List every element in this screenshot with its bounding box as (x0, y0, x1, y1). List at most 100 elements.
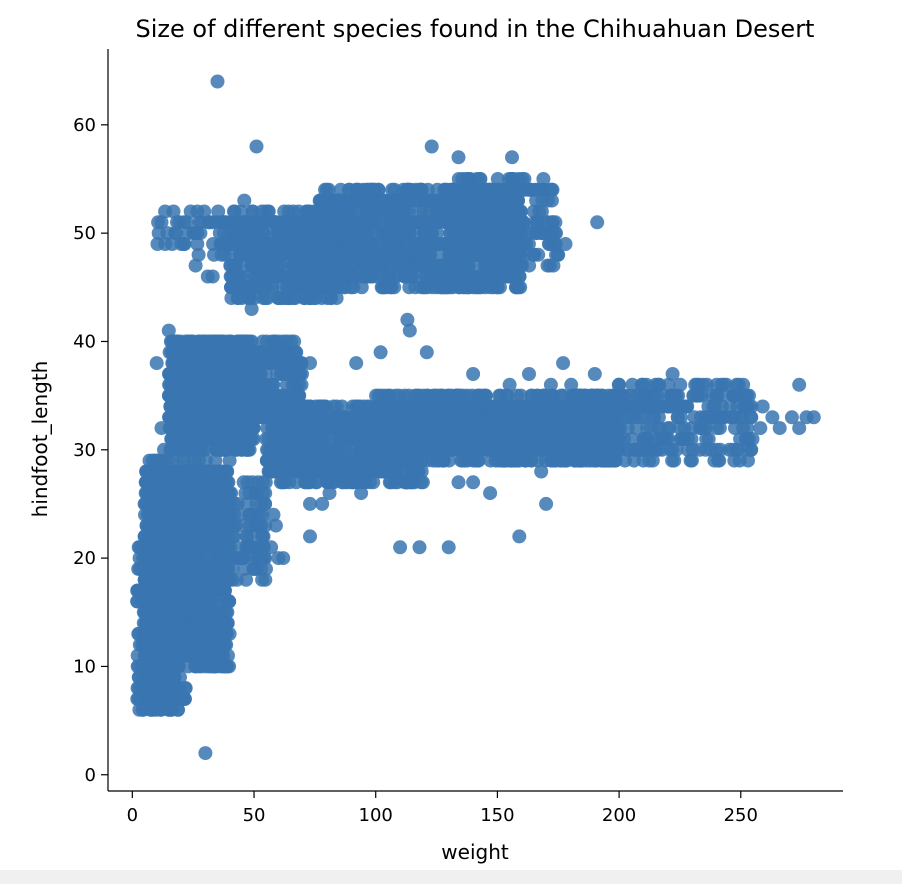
data-point (193, 215, 208, 230)
data-point (464, 247, 479, 262)
data-point (422, 193, 437, 208)
data-point (322, 410, 337, 425)
data-point (332, 193, 347, 208)
data-point (603, 421, 618, 436)
data-point (242, 280, 257, 295)
data-point (667, 453, 682, 468)
data-point (280, 237, 295, 251)
data-point (395, 453, 410, 468)
data-point (214, 237, 229, 251)
data-point (341, 475, 356, 490)
data-point (546, 432, 561, 446)
data-point (390, 226, 405, 241)
data-point (449, 182, 464, 197)
data-point (158, 204, 173, 219)
data-point (308, 291, 323, 306)
data-point (429, 388, 444, 403)
data-point (467, 193, 482, 208)
data-point (521, 442, 536, 457)
data-point (651, 432, 666, 446)
data-point (243, 237, 258, 251)
data-point (685, 442, 700, 457)
data-point (631, 442, 646, 457)
data-point (247, 215, 262, 230)
data-point (193, 345, 208, 360)
data-point (190, 237, 205, 251)
data-point (284, 334, 298, 349)
data-point (281, 204, 296, 219)
points-layer (130, 74, 821, 761)
data-point (349, 182, 363, 197)
data-point (272, 226, 286, 241)
data-point (286, 258, 301, 273)
data-point (225, 280, 239, 295)
data-point (315, 464, 329, 479)
data-point (381, 432, 396, 446)
data-point (408, 421, 422, 436)
data-point (217, 356, 232, 371)
data-point (222, 247, 237, 262)
data-point (355, 215, 370, 230)
data-point (508, 247, 523, 262)
data-point (410, 399, 425, 414)
data-point (263, 377, 278, 392)
data-point (238, 377, 253, 392)
data-point (452, 388, 467, 403)
data-point (210, 432, 225, 446)
data-point (369, 388, 384, 403)
data-point (258, 291, 273, 306)
data-point (346, 226, 361, 241)
data-point (434, 258, 449, 273)
data-point (287, 226, 302, 241)
data-point (231, 269, 246, 284)
data-point (379, 410, 394, 425)
data-point (443, 421, 458, 436)
data-point (376, 226, 391, 241)
data-point (400, 269, 414, 284)
data-point (224, 291, 239, 306)
data-point (206, 334, 221, 349)
data-point (485, 258, 500, 273)
data-point (426, 442, 441, 457)
data-point (504, 453, 519, 468)
data-point (245, 204, 260, 219)
data-point (192, 388, 207, 403)
data-point (308, 280, 323, 295)
data-point (463, 172, 477, 186)
data-point (361, 258, 376, 273)
data-point (315, 258, 330, 273)
data-point (373, 247, 388, 262)
data-point (609, 442, 624, 457)
data-point (212, 226, 227, 241)
data-point (452, 247, 467, 262)
data-point (241, 269, 256, 284)
data-point (238, 258, 253, 273)
data-point (235, 247, 250, 262)
data-point (211, 204, 226, 219)
data-point (634, 377, 649, 392)
data-point (481, 204, 496, 219)
data-point (287, 215, 302, 230)
data-point (213, 388, 228, 403)
data-point (545, 226, 560, 241)
data-point (623, 388, 638, 403)
data-point (523, 399, 538, 414)
data-point (150, 237, 165, 251)
data-point (285, 269, 300, 284)
data-point (273, 258, 288, 273)
data-point (471, 442, 486, 457)
data-point (335, 269, 350, 284)
data-point (669, 388, 684, 403)
data-point (386, 247, 401, 262)
data-point (508, 215, 523, 230)
data-point (289, 280, 304, 295)
data-point (413, 258, 428, 273)
data-point (399, 432, 414, 446)
data-point (320, 291, 335, 306)
data-point (397, 258, 412, 273)
data-point (168, 226, 183, 241)
data-point (282, 367, 296, 381)
data-point (255, 280, 270, 295)
data-point (232, 237, 246, 251)
